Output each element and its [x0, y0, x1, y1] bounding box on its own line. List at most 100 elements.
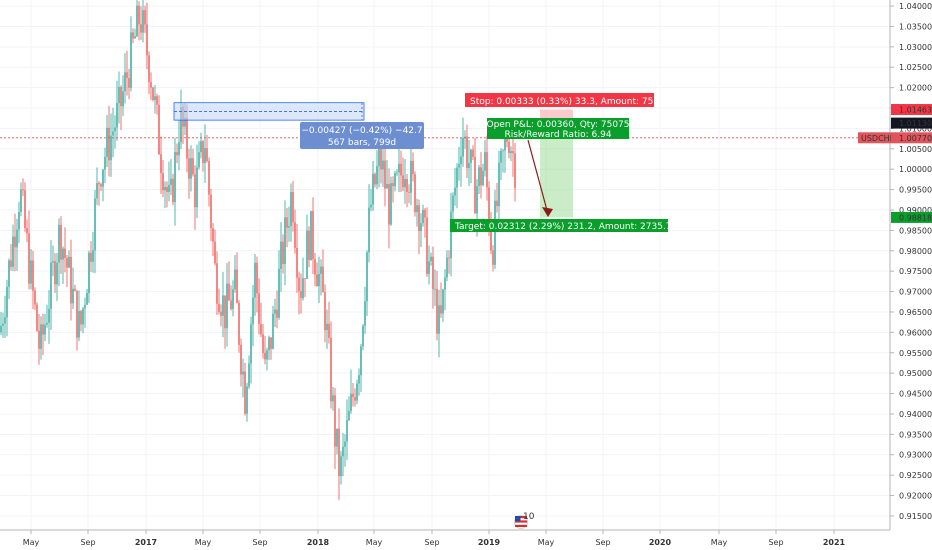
target-label-bg [450, 219, 668, 232]
current-price-text: 1.00770 [899, 134, 932, 143]
candle-body [46, 322, 48, 325]
candle-body [506, 137, 508, 142]
candle-body [478, 167, 480, 187]
y-tick-label: 1.03500 [899, 22, 932, 31]
candle-body [346, 420, 348, 442]
measure-label-bg [300, 122, 424, 149]
candle-body [160, 154, 162, 174]
candle-body [414, 174, 416, 213]
candle-body [394, 173, 396, 187]
candle-body [72, 288, 74, 304]
candle-body [418, 205, 420, 232]
grid [0, 0, 890, 530]
candle-body [370, 204, 372, 208]
candle-body [118, 87, 120, 104]
candle-body [336, 428, 338, 447]
candle-body [110, 135, 112, 161]
x-tick-label: May [366, 538, 383, 547]
position-tool[interactable]: Stop: 0.00333 (0.33%) 33.3, Amount: 750 … [450, 93, 677, 232]
candle-body [178, 142, 180, 156]
candle-body [490, 227, 492, 251]
candle-body [226, 283, 228, 329]
time-axis[interactable]: May Sep 2017 May Sep 2018 May Sep 2019 May Sep 2020… [23, 530, 846, 547]
candle-body [460, 156, 462, 165]
candle-body [88, 252, 90, 294]
candle-body [288, 226, 290, 228]
candle-body [0, 325, 2, 333]
candle-body [108, 127, 110, 161]
candle-body [456, 167, 458, 188]
candle-body [84, 304, 86, 309]
x-tick-label: May [538, 538, 555, 547]
candle-body [286, 217, 288, 228]
y-tick-label: 1.00500 [899, 145, 932, 154]
x-tick-label: May [23, 538, 40, 547]
candle-body [268, 337, 270, 351]
measure-tool[interactable]: −0.00427 (−0.42%) −42.7 567 bars, 799d [173, 102, 424, 149]
candle-body [24, 190, 26, 229]
candle-body [114, 127, 116, 132]
candle-body [194, 174, 196, 208]
target-label: Target: 0.02312 (2.29%) 231.2, Amount: 2… [454, 222, 677, 232]
candle-body [150, 82, 152, 88]
candle-body [468, 162, 470, 168]
candles [0, 0, 516, 501]
y-tick-label: 1.03000 [899, 43, 932, 52]
candle-body [142, 10, 144, 33]
candle-body [494, 200, 496, 265]
x-tick-label: Sep [595, 538, 610, 547]
candle-body [68, 256, 70, 268]
candle-body [208, 161, 210, 195]
candle-body [402, 175, 404, 188]
candle-body [222, 295, 224, 316]
candle-body [444, 277, 446, 290]
candle-body [266, 350, 268, 360]
candle-body [452, 195, 454, 212]
candle-body [294, 222, 296, 248]
candle-body [386, 184, 388, 189]
us-flag-icon[interactable]: 10 [514, 512, 535, 529]
price-axis[interactable]: 1.040001.035001.030001.025001.020001.015… [890, 2, 932, 521]
candle-body [48, 308, 50, 323]
candle-body [74, 288, 76, 291]
candle-body [408, 191, 410, 193]
candle-body [174, 152, 176, 203]
candle-body [406, 178, 408, 192]
candle-body [216, 263, 218, 304]
candle-body [340, 456, 342, 477]
candle-body [422, 210, 424, 224]
candle-body [148, 55, 150, 83]
candle-body [462, 137, 464, 157]
y-tick-label: 1.02000 [899, 84, 932, 93]
candle-body [400, 163, 402, 176]
candle-body [378, 148, 380, 167]
candle-body [252, 297, 254, 325]
candle-body [244, 371, 246, 414]
candle-body [66, 258, 68, 268]
candle-body [368, 207, 370, 253]
candle-body [58, 224, 60, 263]
candle-body [156, 96, 158, 105]
candle-body [480, 167, 482, 186]
candle-body [246, 386, 248, 414]
candle-body [200, 141, 202, 153]
candle-body [308, 230, 310, 261]
candle-body [54, 261, 56, 285]
candle-body [204, 148, 206, 163]
stop-price-text: 1.01463 [899, 106, 932, 115]
candle-body [470, 149, 472, 163]
y-tick-label: 0.96500 [899, 308, 932, 317]
candle-body [510, 151, 512, 154]
candle-body [250, 324, 252, 364]
candle-body [324, 292, 326, 331]
candle-body [352, 393, 354, 398]
candle-body [8, 260, 10, 287]
candle-body [236, 269, 238, 304]
candle-body [498, 162, 500, 207]
candle-body [166, 186, 168, 193]
stop-label-bg [465, 93, 654, 107]
candle-body [412, 160, 414, 175]
current-price-tag [891, 132, 932, 144]
candle-body [168, 184, 170, 193]
